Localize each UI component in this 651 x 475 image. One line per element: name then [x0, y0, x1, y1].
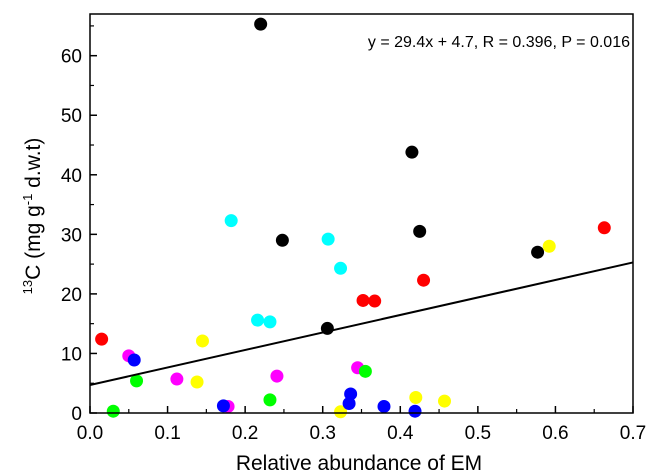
x-tick-label: 0.5 — [465, 423, 491, 444]
data-point-red — [598, 221, 611, 234]
y-axis-title-tail: d.w.t) — [22, 138, 45, 194]
data-point-black — [405, 146, 418, 159]
data-point-cyan — [225, 214, 238, 227]
data-point-black — [413, 225, 426, 238]
data-point-black — [531, 246, 544, 259]
data-point-blue — [409, 405, 422, 418]
data-point-yellow — [196, 334, 209, 347]
x-tick-label: 0.7 — [620, 423, 646, 444]
y-axis-title: 13C (mg g-1 d.w.t) — [20, 138, 45, 295]
plot-frame — [90, 14, 633, 413]
data-point-blue — [343, 397, 356, 410]
y-axis-title-isotope: 13 — [20, 280, 35, 294]
y-tick-label: 20 — [61, 285, 82, 306]
y-tick-label: 30 — [61, 225, 82, 246]
data-point-yellow — [543, 240, 556, 253]
data-point-cyan — [334, 262, 347, 275]
data-point-cyan — [322, 233, 335, 246]
data-point-cyan — [263, 315, 276, 328]
data-point-yellow — [191, 376, 204, 389]
y-axis-title-main: C (mg g — [22, 205, 45, 280]
data-point-yellow — [438, 395, 451, 408]
axes: 0.0 0.1 0.2 0.3 0.4 0.5 0.6 0.7 0 10 20 30 40 50 60 — [61, 14, 646, 444]
y-tick-label: 10 — [61, 344, 82, 365]
data-point-green — [263, 393, 276, 406]
data-point-green — [107, 405, 120, 418]
regression-equation: y = 29.4x + 4.7, R = 0.396, P = 0.016 — [368, 34, 630, 51]
data-point-red — [357, 294, 370, 307]
y-tick-label: 50 — [61, 106, 82, 127]
data-point-red — [417, 274, 430, 287]
x-tick-label: 0.1 — [154, 423, 180, 444]
y-tick-label: 40 — [61, 166, 82, 187]
data-point-blue — [128, 353, 141, 366]
data-point-yellow — [409, 391, 422, 404]
x-tick-label: 0.3 — [310, 423, 336, 444]
data-point-blue — [217, 399, 230, 412]
data-point-red — [368, 295, 381, 308]
x-tick-label: 0.2 — [232, 423, 258, 444]
data-point-magenta — [170, 373, 183, 386]
plot-marks — [90, 18, 633, 419]
y-tick-label: 0 — [71, 404, 82, 425]
data-point-black — [254, 18, 267, 31]
y-tick-label: 60 — [61, 47, 82, 68]
x-tick-label: 0.6 — [542, 423, 568, 444]
data-point-magenta — [270, 370, 283, 383]
data-point-green — [359, 365, 372, 378]
data-point-blue — [377, 400, 390, 413]
y-axis-title-unit-exponent: -1 — [20, 194, 35, 206]
data-point-cyan — [251, 314, 264, 327]
data-point-red — [95, 333, 108, 346]
x-tick-label: 0.0 — [77, 423, 103, 444]
x-axis-title: Relative abundance of EM — [236, 452, 482, 475]
x-tick-label: 0.4 — [387, 423, 414, 444]
data-point-black — [276, 234, 289, 247]
